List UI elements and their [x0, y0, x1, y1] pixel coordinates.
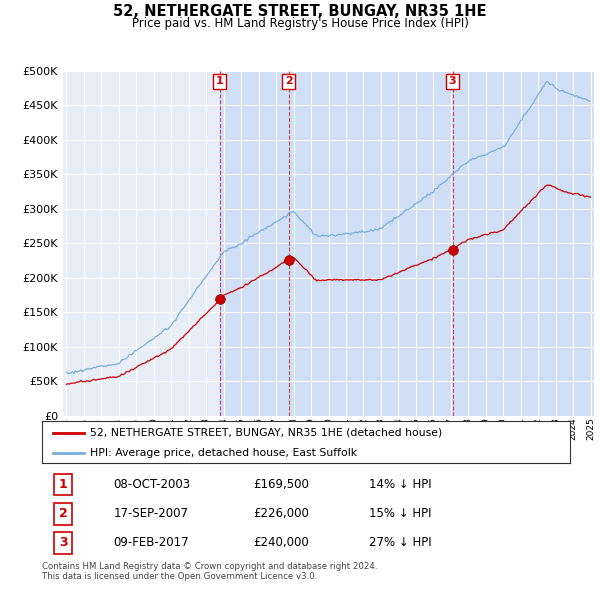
Text: 14% ↓ HPI: 14% ↓ HPI — [370, 478, 432, 491]
Text: £240,000: £240,000 — [253, 536, 309, 549]
Text: Contains HM Land Registry data © Crown copyright and database right 2024.
This d: Contains HM Land Registry data © Crown c… — [42, 562, 377, 581]
Text: 15% ↓ HPI: 15% ↓ HPI — [370, 507, 432, 520]
Text: 3: 3 — [59, 536, 67, 549]
Bar — [289, 71, 452, 416]
Text: £169,500: £169,500 — [253, 478, 309, 491]
Text: Price paid vs. HM Land Registry's House Price Index (HPI): Price paid vs. HM Land Registry's House … — [131, 17, 469, 30]
Text: 27% ↓ HPI: 27% ↓ HPI — [370, 536, 432, 549]
Text: 08-OCT-2003: 08-OCT-2003 — [113, 478, 190, 491]
Text: 3: 3 — [449, 76, 457, 86]
Text: 17-SEP-2007: 17-SEP-2007 — [113, 507, 188, 520]
Bar — [220, 71, 289, 416]
Text: 1: 1 — [59, 478, 67, 491]
Text: 1: 1 — [216, 76, 224, 86]
Bar — [452, 71, 594, 416]
Text: HPI: Average price, detached house, East Suffolk: HPI: Average price, detached house, East… — [89, 448, 356, 457]
Text: 52, NETHERGATE STREET, BUNGAY, NR35 1HE (detached house): 52, NETHERGATE STREET, BUNGAY, NR35 1HE … — [89, 428, 442, 438]
Text: 2: 2 — [284, 76, 292, 86]
Text: £226,000: £226,000 — [253, 507, 309, 520]
Text: 2: 2 — [59, 507, 67, 520]
Text: 52, NETHERGATE STREET, BUNGAY, NR35 1HE: 52, NETHERGATE STREET, BUNGAY, NR35 1HE — [113, 4, 487, 19]
Text: 09-FEB-2017: 09-FEB-2017 — [113, 536, 189, 549]
